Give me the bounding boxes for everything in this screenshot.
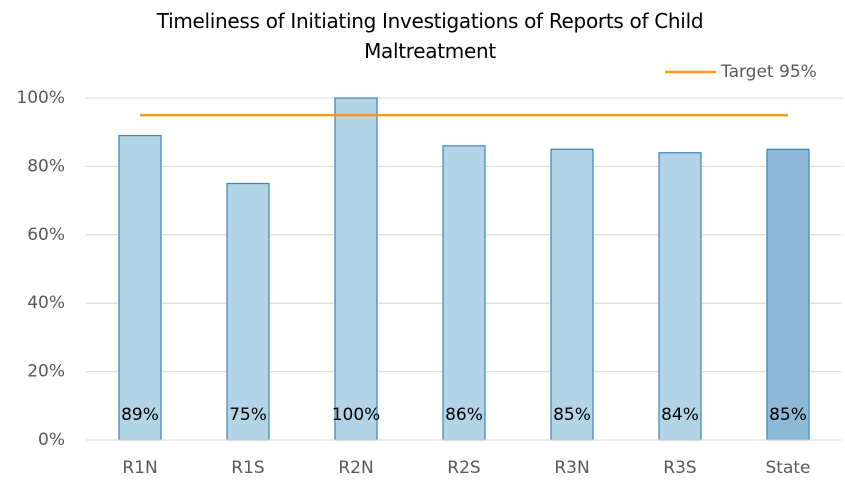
chart-title: Timeliness of Initiating Investigations …: [156, 9, 704, 63]
y-tick-label: 40%: [27, 293, 65, 313]
value-label: 75%: [229, 405, 267, 425]
value-label: 86%: [445, 405, 483, 425]
y-tick-label: 0%: [38, 430, 65, 450]
value-label: 85%: [769, 405, 807, 425]
value-label: 89%: [121, 405, 159, 425]
bar: [442, 145, 486, 441]
bar: [766, 148, 810, 441]
value-label: 100%: [332, 405, 381, 425]
y-tick-label: 100%: [16, 88, 65, 108]
bar: [550, 148, 594, 441]
bar: [226, 182, 270, 441]
y-tick-label: 20%: [27, 362, 65, 382]
bar: [658, 152, 702, 441]
x-tick-label: R2N: [338, 458, 373, 478]
y-tick-label: 80%: [27, 156, 65, 176]
x-tick-label: R1N: [122, 458, 157, 478]
x-tick-label: R3S: [663, 458, 696, 478]
x-tick-label: R2S: [447, 458, 480, 478]
bar: [118, 135, 162, 441]
bar: [334, 97, 378, 441]
value-label: 84%: [661, 405, 699, 425]
legend-label: Target 95%: [720, 62, 817, 82]
x-tick-label: R3N: [554, 458, 589, 478]
x-tick-label: State: [766, 458, 811, 478]
x-tick-label: R1S: [231, 458, 264, 478]
value-label: 85%: [553, 405, 591, 425]
y-tick-label: 60%: [27, 225, 65, 245]
